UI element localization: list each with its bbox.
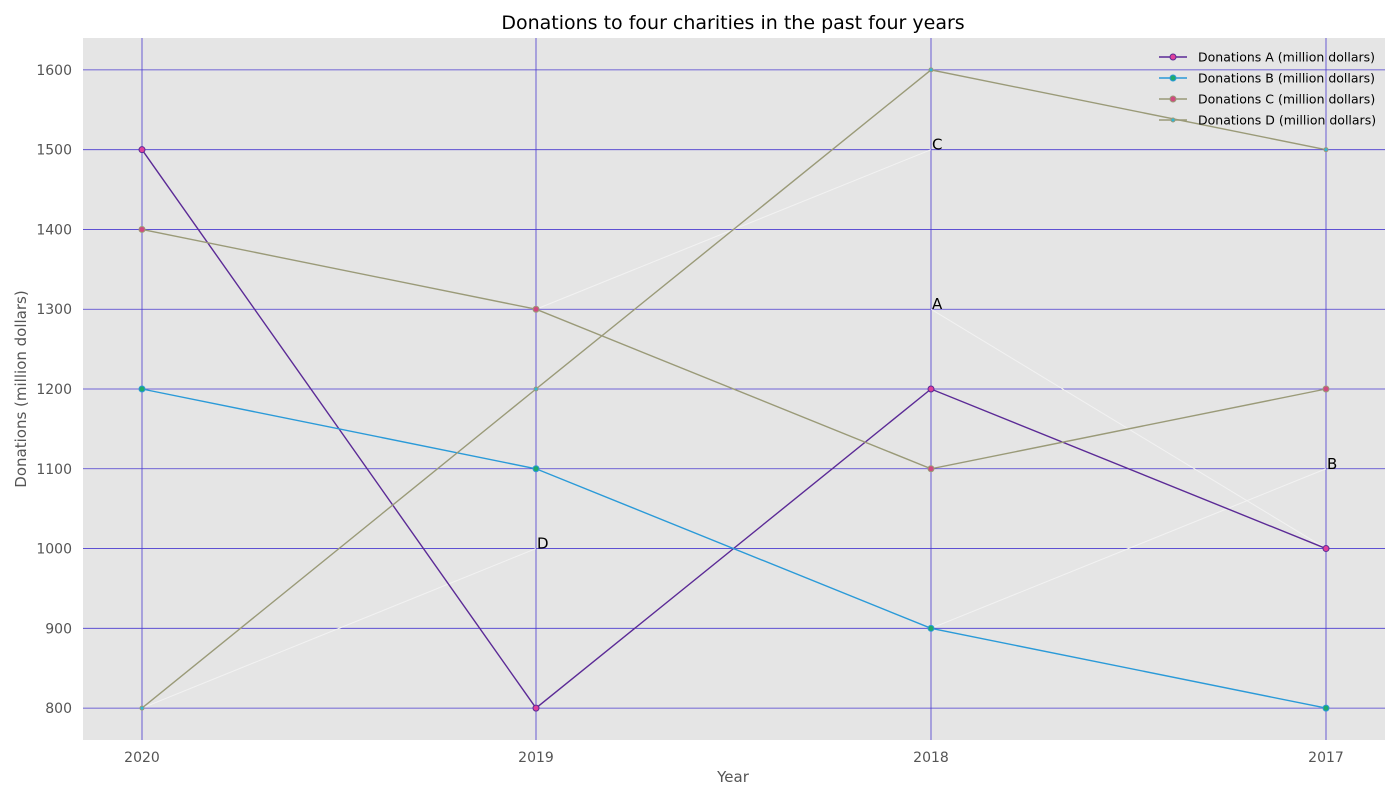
y-tick-label-1200: 1200 (36, 382, 72, 398)
x-tick-label-2019: 2019 (518, 750, 554, 766)
legend-label-2: Donations C (million dollars) (1198, 92, 1375, 107)
y-tick-labels: 800 900 1000 1100 1200 1300 1400 1500 1600 (36, 63, 72, 717)
y-tick-label-1100: 1100 (36, 462, 72, 478)
data-point-1-2018 (927, 624, 935, 632)
legend: Donations A (million dollars) Donations B… (1159, 50, 1376, 128)
legend-marker-2 (1169, 95, 1177, 103)
legend-label-1: Donations B (million dollars) (1198, 71, 1375, 86)
series-lines (141, 69, 1327, 710)
data-point-2-2020 (138, 225, 146, 233)
y-tick-label-1600: 1600 (36, 63, 72, 79)
annotation-label-A: A (932, 295, 943, 313)
data-point-3-2017 (1323, 147, 1329, 153)
chart-title: Donations to four charities in the past … (501, 12, 964, 34)
y-tick-label-1400: 1400 (36, 222, 72, 238)
x-axis-label: Year (716, 768, 750, 786)
x-tick-labels: 2020 2019 2018 2017 (124, 750, 1344, 766)
data-point-2-2017 (1322, 385, 1330, 393)
series-line-1 (141, 388, 1327, 709)
legend-label-3: Donations D (million dollars) (1198, 113, 1376, 128)
x-tick-label-2017: 2017 (1308, 750, 1344, 766)
series-line-2 (141, 228, 1327, 470)
y-tick-label-1300: 1300 (36, 302, 72, 318)
annotation-line-2 (930, 468, 1327, 629)
data-point-1-2017 (1322, 704, 1330, 712)
data-point-0-2018 (927, 385, 935, 393)
legend-marker-3 (1170, 117, 1176, 123)
y-axis-label: Donations (million dollars) (12, 290, 30, 487)
data-point-0-2020 (138, 146, 146, 154)
annotation-label-B: B (1327, 455, 1337, 473)
legend-label-0: Donations A (million dollars) (1198, 50, 1375, 65)
data-point-3-2020 (139, 705, 145, 711)
data-point-2-2019 (532, 305, 540, 313)
y-tick-label-900: 900 (45, 621, 72, 637)
data-point-0-2017 (1322, 545, 1330, 553)
data-point-2-2018 (927, 465, 935, 473)
data-point-0-2019 (532, 704, 540, 712)
y-tick-label-800: 800 (45, 701, 72, 717)
x-tick-label-2020: 2020 (124, 750, 160, 766)
legend-marker-0 (1169, 53, 1177, 61)
series-markers (138, 67, 1330, 712)
annotation-label-D: D (537, 535, 549, 553)
data-point-3-2019 (533, 386, 539, 392)
x-tick-label-2018: 2018 (913, 750, 949, 766)
data-point-3-2018 (928, 67, 934, 73)
y-tick-label-1500: 1500 (36, 143, 72, 159)
data-point-1-2019 (532, 465, 540, 473)
data-point-1-2020 (138, 385, 146, 393)
series-line-3 (141, 69, 1327, 709)
legend-marker-1 (1169, 74, 1177, 82)
annotation-line-3 (141, 548, 537, 709)
annotations: C A B D (537, 136, 1337, 553)
annotation-label-C: C (932, 136, 942, 154)
y-tick-label-1000: 1000 (36, 542, 72, 558)
